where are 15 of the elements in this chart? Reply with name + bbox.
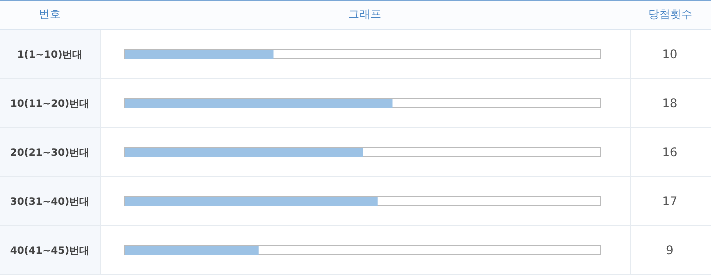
y-axis-title: 번호 xyxy=(38,7,62,23)
y-tick-label: 20(21~30)번대 xyxy=(10,148,90,159)
data-label: 18 xyxy=(662,96,678,111)
data-label: 9 xyxy=(666,244,674,258)
y-tick-label: 10(11~20)번대 xyxy=(10,99,90,110)
text: 당첨횟수 xyxy=(648,7,694,23)
y-tick-label: 40(41~45)번대 xyxy=(10,246,90,257)
y-tick-label: 1(1~10)번대 xyxy=(17,50,83,61)
bar xyxy=(125,50,274,59)
data-label: 10 xyxy=(662,48,678,62)
bar xyxy=(125,246,259,255)
y-tick-label: 30(31~40)번대 xyxy=(10,197,90,208)
data-label: 17 xyxy=(662,194,678,209)
data-label: 16 xyxy=(662,146,678,160)
x-axis-title: 그래프 xyxy=(348,7,382,23)
